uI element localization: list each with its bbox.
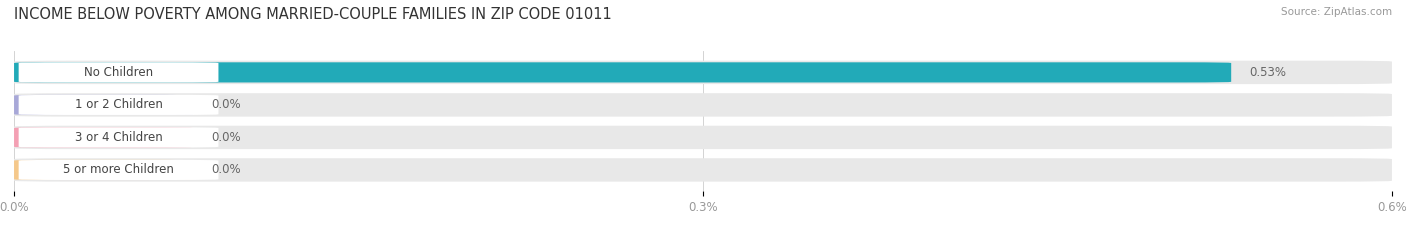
FancyBboxPatch shape bbox=[14, 126, 1392, 149]
Text: 5 or more Children: 5 or more Children bbox=[63, 163, 174, 176]
FancyBboxPatch shape bbox=[14, 93, 1392, 116]
FancyBboxPatch shape bbox=[14, 127, 193, 147]
FancyBboxPatch shape bbox=[18, 127, 218, 147]
Text: 1 or 2 Children: 1 or 2 Children bbox=[75, 98, 163, 111]
FancyBboxPatch shape bbox=[18, 160, 218, 180]
FancyBboxPatch shape bbox=[14, 160, 193, 180]
FancyBboxPatch shape bbox=[14, 61, 1392, 84]
FancyBboxPatch shape bbox=[14, 158, 1392, 182]
Text: INCOME BELOW POVERTY AMONG MARRIED-COUPLE FAMILIES IN ZIP CODE 01011: INCOME BELOW POVERTY AMONG MARRIED-COUPL… bbox=[14, 7, 612, 22]
Text: No Children: No Children bbox=[84, 66, 153, 79]
FancyBboxPatch shape bbox=[18, 95, 218, 115]
FancyBboxPatch shape bbox=[18, 62, 218, 82]
Text: 0.0%: 0.0% bbox=[211, 163, 242, 176]
Text: 0.53%: 0.53% bbox=[1250, 66, 1286, 79]
FancyBboxPatch shape bbox=[14, 95, 193, 115]
Text: 3 or 4 Children: 3 or 4 Children bbox=[75, 131, 163, 144]
Text: 0.0%: 0.0% bbox=[211, 98, 242, 111]
Text: 0.0%: 0.0% bbox=[211, 131, 242, 144]
Text: Source: ZipAtlas.com: Source: ZipAtlas.com bbox=[1281, 7, 1392, 17]
FancyBboxPatch shape bbox=[14, 62, 1232, 82]
